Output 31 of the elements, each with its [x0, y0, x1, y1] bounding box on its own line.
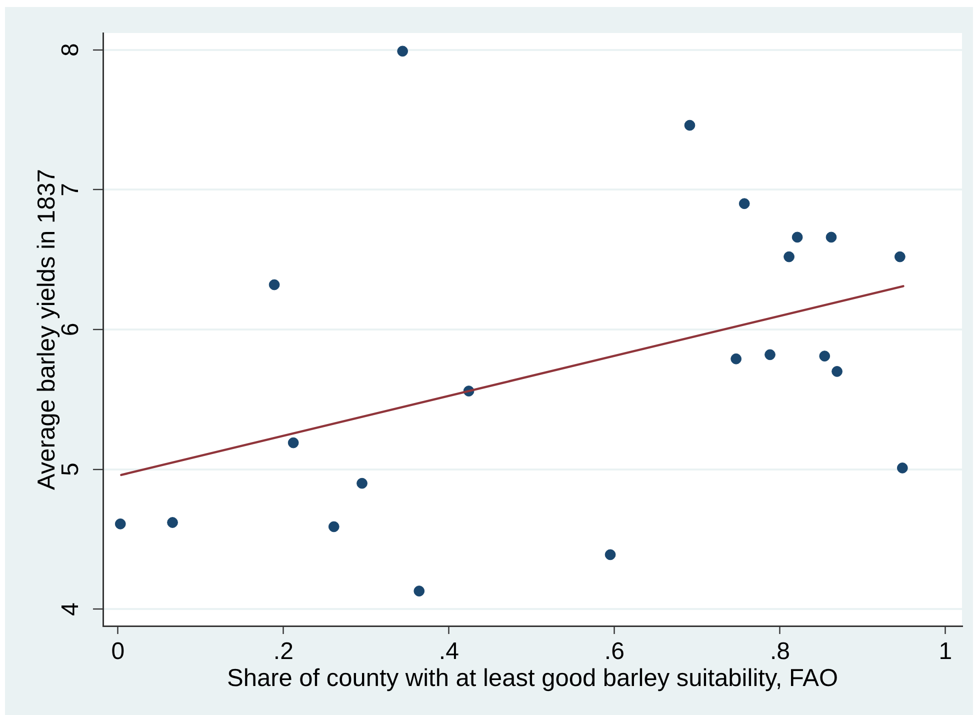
x-tick-label: .4	[438, 638, 459, 666]
point	[414, 586, 425, 596]
x-tick-label: 1	[938, 638, 952, 666]
x-axis-title: Share of county with at least good barley suitability, FAO	[226, 665, 838, 692]
point	[792, 232, 803, 243]
point	[784, 251, 794, 262]
x-tick-label: .2	[273, 638, 294, 666]
point	[832, 366, 842, 377]
point	[826, 232, 837, 243]
point	[167, 517, 178, 528]
point	[356, 478, 368, 489]
point	[894, 251, 906, 262]
x-tick-label: 0	[111, 638, 125, 666]
point	[114, 518, 126, 530]
point	[288, 437, 299, 448]
y-tick-label: 8	[56, 43, 84, 56]
y-tick-label: 5	[56, 462, 84, 476]
y-tick-label: 4	[56, 602, 84, 616]
y-tick-label: 7	[56, 182, 84, 196]
point	[730, 353, 742, 364]
point	[397, 46, 408, 57]
point	[764, 349, 776, 360]
point	[896, 462, 908, 474]
point	[268, 279, 280, 290]
x-tick-label: .8	[770, 638, 790, 666]
point	[604, 549, 616, 560]
point	[738, 198, 750, 210]
point	[328, 521, 340, 532]
x-tick-label: .6	[604, 638, 624, 666]
point	[819, 350, 830, 362]
point	[684, 120, 696, 131]
